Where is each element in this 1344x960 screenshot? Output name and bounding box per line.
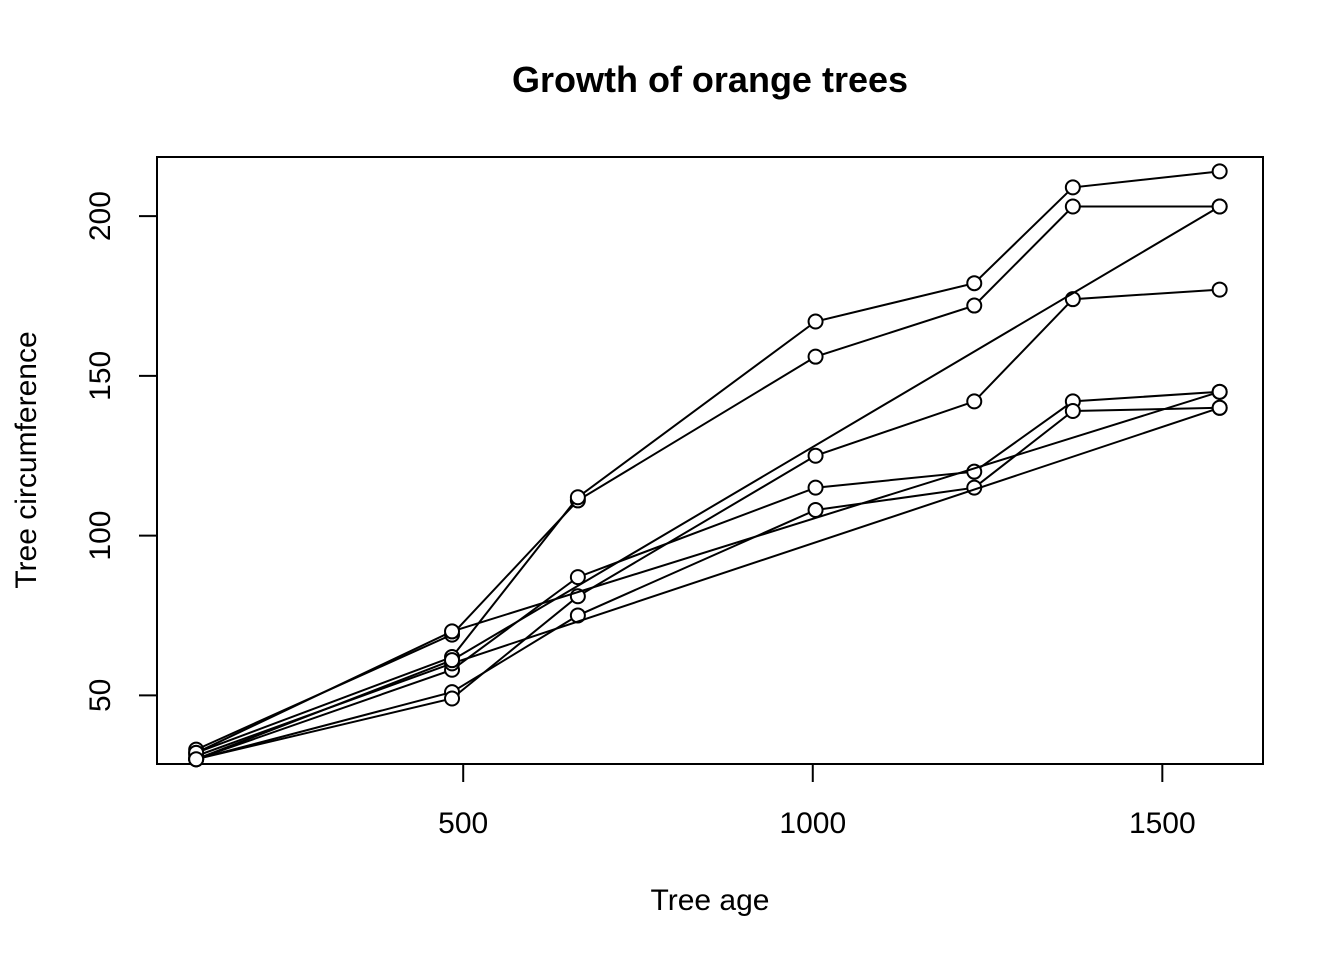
series-line <box>195 406 1221 757</box>
data-point <box>1064 402 1081 419</box>
series-1 <box>188 383 1228 768</box>
series-8 <box>188 198 1228 768</box>
series-line <box>195 205 1221 761</box>
y-tick-label: 50 <box>84 679 117 712</box>
x-tick-label: 1500 <box>1129 807 1196 840</box>
x-axis-label: Tree age <box>651 884 770 917</box>
x-axis: 500 1000 1500 <box>438 764 1196 840</box>
data-point <box>569 489 586 506</box>
x-tick-label: 1000 <box>779 807 846 840</box>
series-line <box>195 288 1220 761</box>
series-line <box>195 170 1220 754</box>
data-point <box>444 623 461 640</box>
y-axis: 50 100 150 200 <box>84 191 157 712</box>
x-tick-label: 500 <box>438 807 488 840</box>
series-group <box>188 163 1228 768</box>
data-point <box>807 447 824 464</box>
data-point <box>1211 383 1228 400</box>
series-2 <box>188 198 1228 758</box>
data-point <box>1064 198 1081 215</box>
data-point <box>444 690 461 707</box>
data-point <box>1211 163 1228 180</box>
series-line <box>195 390 1220 761</box>
data-point <box>1211 198 1228 215</box>
series-line <box>195 205 1220 751</box>
data-point <box>807 502 824 519</box>
data-point <box>966 275 983 292</box>
data-point <box>966 297 983 314</box>
series-5 <box>188 281 1228 768</box>
data-point <box>1211 281 1228 298</box>
data-point <box>807 313 824 330</box>
series-line <box>195 390 1220 754</box>
series-7 <box>188 383 1228 761</box>
series-3 <box>188 399 1228 768</box>
chart-title: Growth of orange trees <box>512 59 908 100</box>
y-tick-label: 200 <box>84 191 117 241</box>
y-tick-label: 100 <box>84 511 117 561</box>
data-point <box>1211 399 1228 416</box>
data-point <box>444 652 461 669</box>
data-point <box>188 751 205 768</box>
series-4 <box>188 163 1228 761</box>
data-point <box>966 393 983 410</box>
y-axis-label: Tree circumference <box>10 331 43 588</box>
series-6 <box>188 399 1228 765</box>
data-point <box>807 348 824 365</box>
data-point <box>569 569 586 586</box>
y-tick-label: 150 <box>84 351 117 401</box>
plot-frame <box>156 156 1264 765</box>
data-point <box>1064 179 1081 196</box>
data-point <box>807 479 824 496</box>
